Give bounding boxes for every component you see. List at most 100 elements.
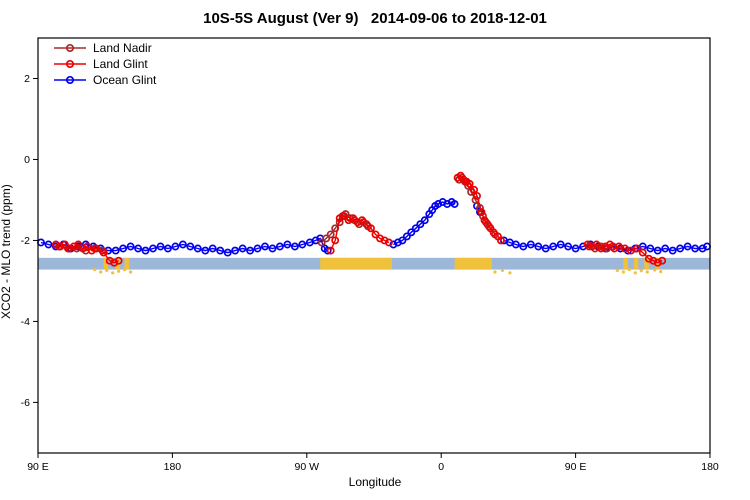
- y-axis-label: XCO2 - MLO trend (ppm): [0, 184, 13, 319]
- x-tick-label: 90 E: [565, 461, 587, 473]
- data-point: [676, 244, 685, 253]
- data-point: [549, 242, 558, 251]
- data-point: [661, 244, 670, 253]
- legend-key-ocean-glint-icon: [54, 75, 86, 84]
- data-point: [261, 242, 269, 251]
- data-point: [556, 240, 565, 249]
- data-point: [171, 242, 180, 251]
- series-land-glint: [51, 171, 667, 267]
- data-point: [246, 246, 255, 255]
- data-point: [134, 244, 143, 253]
- x-tick-label: 180: [701, 461, 719, 473]
- data-point: [362, 220, 371, 229]
- data-point: [317, 238, 326, 247]
- legend-label-land-glint: Land Glint: [93, 56, 148, 71]
- data-point: [275, 242, 284, 251]
- data-point: [519, 242, 528, 251]
- land-strip-segment: [633, 257, 639, 270]
- data-point: [683, 242, 692, 251]
- x-tick-label: 90 W: [295, 461, 320, 473]
- island-dot: [621, 270, 625, 274]
- island-dot: [645, 270, 649, 274]
- data-point: [186, 242, 195, 251]
- data-point: [416, 220, 425, 229]
- data-point: [479, 212, 487, 221]
- data-point: [163, 244, 172, 253]
- data-point: [331, 236, 340, 245]
- data-point: [477, 208, 486, 217]
- data-point: [298, 240, 307, 249]
- y-tick-label: -4: [21, 316, 30, 328]
- y-tick-label: 0: [24, 154, 30, 166]
- legend-label-ocean-glint: Ocean Glint: [93, 72, 157, 87]
- data-point: [658, 256, 667, 265]
- data-point: [126, 242, 135, 251]
- data-point: [470, 185, 479, 194]
- data-point: [238, 244, 247, 253]
- data-point: [253, 244, 262, 253]
- legend-item-ocean-glint: Ocean Glint: [52, 72, 156, 87]
- legend: Land Nadir Land Glint Ocean Glint: [52, 40, 156, 87]
- data-point: [231, 246, 240, 255]
- data-point: [371, 230, 380, 239]
- data-point: [541, 244, 550, 253]
- data-point: [290, 242, 299, 251]
- data-point: [149, 244, 157, 253]
- island-dot: [633, 271, 637, 275]
- land-strip-segment: [103, 257, 109, 270]
- island-dot: [99, 270, 103, 274]
- data-point: [111, 246, 120, 255]
- island-dot: [117, 269, 121, 273]
- data-point: [411, 224, 420, 233]
- y-tick-label: -6: [21, 397, 30, 409]
- island-dot: [659, 270, 663, 274]
- data-point: [114, 256, 123, 265]
- island-dot: [508, 271, 512, 275]
- data-point: [349, 214, 358, 223]
- data-point: [326, 246, 335, 255]
- island-dot: [500, 268, 505, 272]
- legend-key-land-glint-icon: [54, 59, 86, 68]
- data-point: [571, 244, 580, 253]
- data-point: [420, 216, 429, 225]
- plot-border: [37, 37, 711, 454]
- x-axis-label: Longitude: [348, 475, 402, 489]
- data-point: [83, 242, 92, 251]
- data-point: [592, 240, 601, 249]
- data-point: [605, 240, 614, 249]
- y-tick-label: -2: [21, 235, 30, 247]
- data-point: [283, 240, 292, 249]
- island-dot: [128, 270, 133, 274]
- y-tick-label: 2: [24, 73, 30, 85]
- chart-title: 10S-5S August (Ver 9) 2014-09-06 to 2018…: [203, 10, 547, 27]
- data-point: [208, 244, 217, 253]
- data-point: [141, 246, 150, 255]
- legend-item-land-nadir: Land Nadir: [52, 40, 156, 55]
- x-tick-label: 0: [438, 461, 444, 473]
- data-point: [489, 228, 498, 237]
- data-point: [632, 244, 641, 253]
- data-point: [534, 242, 543, 251]
- land-strip-segment: [320, 257, 392, 270]
- data-point: [638, 248, 647, 257]
- data-point: [496, 236, 505, 245]
- data-point: [465, 179, 474, 188]
- island-dot: [123, 267, 127, 272]
- island-dot: [105, 268, 109, 272]
- data-point: [668, 246, 677, 255]
- land-strip-segment: [623, 257, 628, 270]
- data-point: [526, 240, 535, 249]
- island-dot: [653, 268, 657, 272]
- data-point: [178, 240, 187, 249]
- data-point: [450, 200, 459, 208]
- data-point: [193, 244, 202, 253]
- island-dot: [615, 268, 620, 272]
- island-dot: [639, 269, 643, 273]
- x-tick-label: 90 E: [27, 461, 49, 473]
- data-point: [407, 228, 416, 237]
- data-point: [44, 240, 53, 249]
- data-point: [653, 246, 662, 255]
- data-point: [216, 246, 225, 255]
- data-point: [384, 238, 393, 247]
